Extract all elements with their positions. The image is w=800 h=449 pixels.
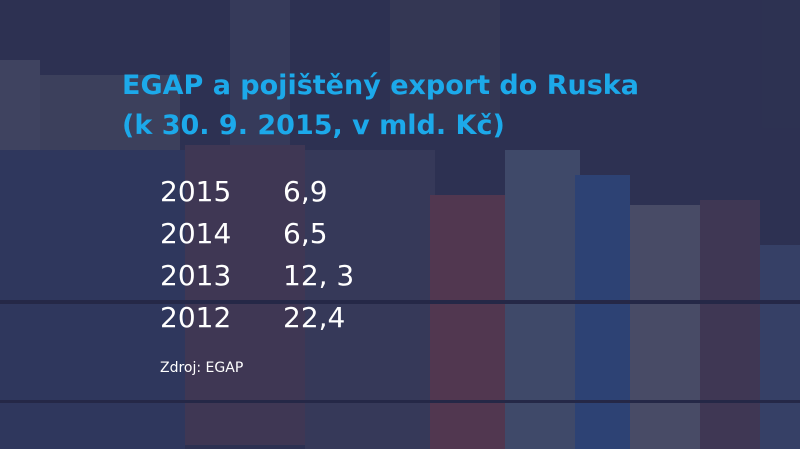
value-cell: 6,5 — [283, 216, 328, 250]
year-cell: 2015 — [160, 174, 232, 208]
table-row: 2013 12, 3 — [160, 254, 354, 296]
table-row: 2012 22,4 — [160, 296, 354, 338]
year-cell: 2012 — [160, 300, 232, 334]
table-row: 2014 6,5 — [160, 212, 354, 254]
title: EGAP a pojištěný export do Ruska — [122, 70, 639, 101]
table-row: 2015 6,9 — [160, 170, 354, 212]
value-cell: 22,4 — [283, 300, 346, 334]
year-cell: 2014 — [160, 216, 232, 250]
year-cell: 2013 — [160, 258, 232, 292]
value-cell: 6,9 — [283, 174, 328, 208]
value-cell: 12, 3 — [283, 258, 355, 292]
subtitle: (k 30. 9. 2015, v mld. Kč) — [122, 110, 505, 141]
data-table: 2015 6,9 2014 6,5 2013 12, 3 2012 22,4 — [160, 170, 354, 338]
source: Zdroj: EGAP — [160, 360, 244, 376]
